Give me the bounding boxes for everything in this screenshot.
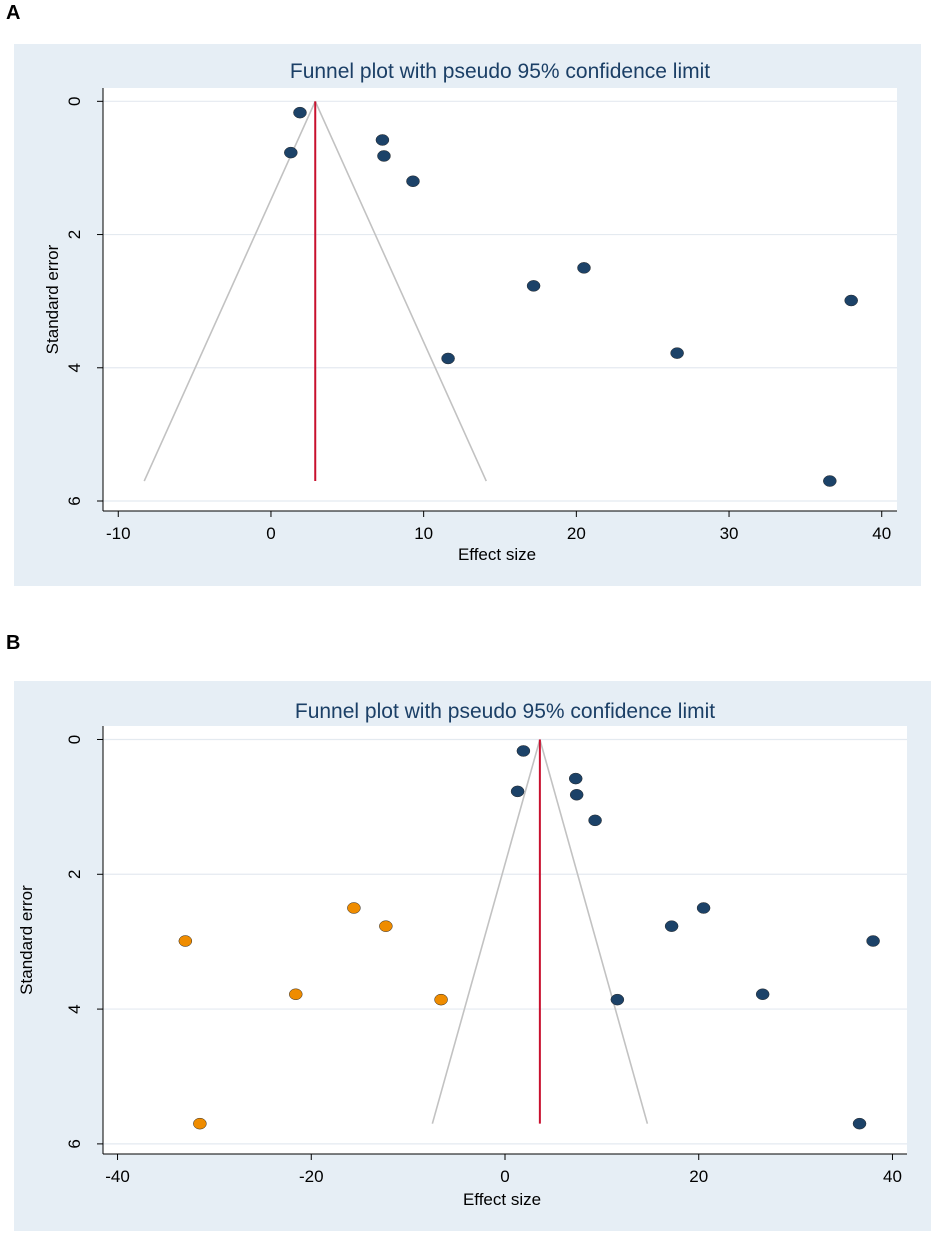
panel-a-x-tick-label: -10 <box>106 524 131 543</box>
panel-b-observed-point <box>516 745 531 757</box>
panel-b-x-tick-label: 0 <box>500 1167 509 1186</box>
panel-b-observed-point <box>866 935 880 947</box>
panel-a-label: A <box>6 2 21 24</box>
panel-b-observed-point <box>510 785 525 798</box>
panel-b-x-tick-label: 40 <box>883 1167 902 1186</box>
panel-b-imputed-point <box>347 902 361 914</box>
panel-a-observed-point <box>293 106 307 119</box>
panel-b-title: Funnel plot with pseudo 95% confidence l… <box>295 700 715 723</box>
panel-a-y-tick-label: 0 <box>65 97 84 106</box>
panel-a-plot-area <box>103 88 897 511</box>
panel-a-funnel-left-limit <box>143 100 316 482</box>
panel-b-x-tick-label: -40 <box>105 1167 130 1186</box>
panel-a-observed-point <box>284 146 298 159</box>
panel-a-observed-point <box>823 475 837 487</box>
panel-b-imputed-point <box>434 993 448 1006</box>
panel-a-x-axis-label: Effect size <box>458 545 536 564</box>
panel-b-x-axis-label: Effect size <box>463 1190 541 1209</box>
panel-a-x-tick-label: 0 <box>266 524 275 543</box>
panel-a-observed-point <box>406 175 420 188</box>
panel-b-y-tick-label: 6 <box>65 1139 84 1148</box>
panel-a-title: Funnel plot with pseudo 95% confidence l… <box>290 60 710 83</box>
panel-b-label: B <box>6 632 21 654</box>
panel-a-y-tick-label: 4 <box>65 363 84 372</box>
panel-b-funnel-right-limit <box>539 739 649 1124</box>
panel-b-imputed-point <box>178 935 193 947</box>
panel-a-x-tick-label: 30 <box>720 524 739 543</box>
panel-a-funnel-right-limit <box>314 100 487 482</box>
panel-a-y-tick-label: 2 <box>65 230 84 239</box>
panel-b-observed-point <box>610 993 625 1006</box>
panel-a-x-tick-label: 10 <box>414 524 433 543</box>
panel-a-y-axis-label: Standard error <box>43 244 62 354</box>
panel-a-observed-point <box>577 262 591 274</box>
panel-b-y-tick-label: 4 <box>65 1004 84 1013</box>
panel-b-observed-point <box>588 814 602 827</box>
panel-b-y-tick-label: 0 <box>65 735 84 744</box>
panel-b-imputed-point <box>193 1117 207 1130</box>
panel-b-observed-point <box>696 902 711 914</box>
panel-b-observed-point <box>664 920 679 932</box>
panel-a-observed-point <box>375 134 390 146</box>
panel-b-observed-point <box>568 772 583 785</box>
panel-b-observed-point <box>852 1117 867 1130</box>
panel-a-y-tick-label: 6 <box>65 496 84 505</box>
panel-b-observed-point <box>755 988 770 1001</box>
funnel-plot-a: -10 0 10 20 30 40 0 2 4 6 Funnel plot with pseudo … <box>14 44 921 586</box>
funnel-plot-b: -40 -20 0 20 40 0 2 4 6 Funnel plot with pseudo 9… <box>14 681 931 1231</box>
panel-b-x-tick-label: 20 <box>689 1167 708 1186</box>
panel-a-observed-point <box>377 150 391 162</box>
panel-b-x-tick-label: -20 <box>299 1167 324 1186</box>
panel-b-y-axis-label: Standard error <box>17 885 36 995</box>
panel-a-observed-point <box>526 280 541 292</box>
panel-b-y-tick-label: 2 <box>65 870 84 879</box>
panel-b-imputed-point <box>379 920 393 932</box>
panel-a-x-tick-label: 20 <box>567 524 586 543</box>
panel-a-observed-point <box>670 347 684 359</box>
panel-b-imputed-point <box>289 988 303 1001</box>
panel-a-x-tick-label: 40 <box>872 524 891 543</box>
panel-b-funnel-left-limit <box>431 739 541 1124</box>
panel-b-observed-point <box>569 788 584 801</box>
panel-a-observed-point <box>441 352 455 365</box>
panel-b-plot-area <box>103 726 907 1154</box>
panel-a-observed-point <box>844 294 858 307</box>
